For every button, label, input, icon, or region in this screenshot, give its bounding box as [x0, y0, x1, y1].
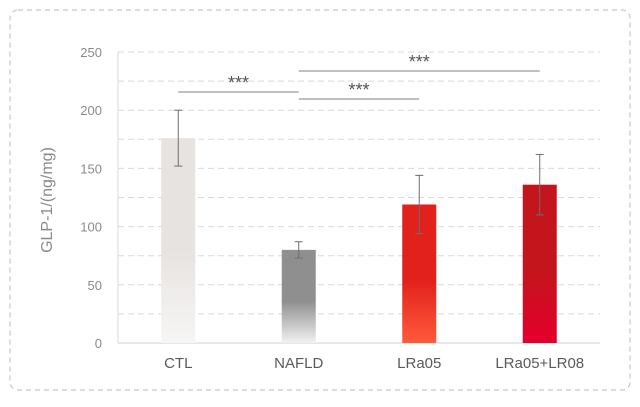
y-tick-labels: 0 50 100 150 200 250: [80, 45, 102, 351]
x-tick-label: LRa05: [397, 355, 441, 372]
y-tick-label: 50: [88, 278, 102, 293]
x-tick-label: NAFLD: [274, 355, 323, 372]
x-tick-label: LRa05+LR08: [495, 355, 584, 372]
error-bars: [174, 109, 544, 259]
significance-label: ***: [409, 52, 430, 72]
y-tick-label: 200: [80, 103, 102, 118]
y-tick-label: 0: [95, 336, 102, 351]
y-axis-label: GLP-1/(ng/mg): [39, 147, 56, 253]
y-tick-label: 250: [80, 45, 102, 60]
y-tick-label: 100: [80, 220, 102, 235]
significance-label: ***: [348, 80, 369, 100]
significance-brackets: *** *** ***: [178, 52, 540, 100]
y-tick-label: 150: [80, 161, 102, 176]
significance-label: ***: [228, 73, 249, 93]
x-tick-label: CTL: [164, 355, 192, 372]
bar: [281, 249, 316, 343]
x-tick-labels: CTL NAFLD LRa05 LRa05+LR08: [164, 355, 584, 372]
bar: [161, 138, 196, 343]
gridlines: [117, 51, 600, 344]
